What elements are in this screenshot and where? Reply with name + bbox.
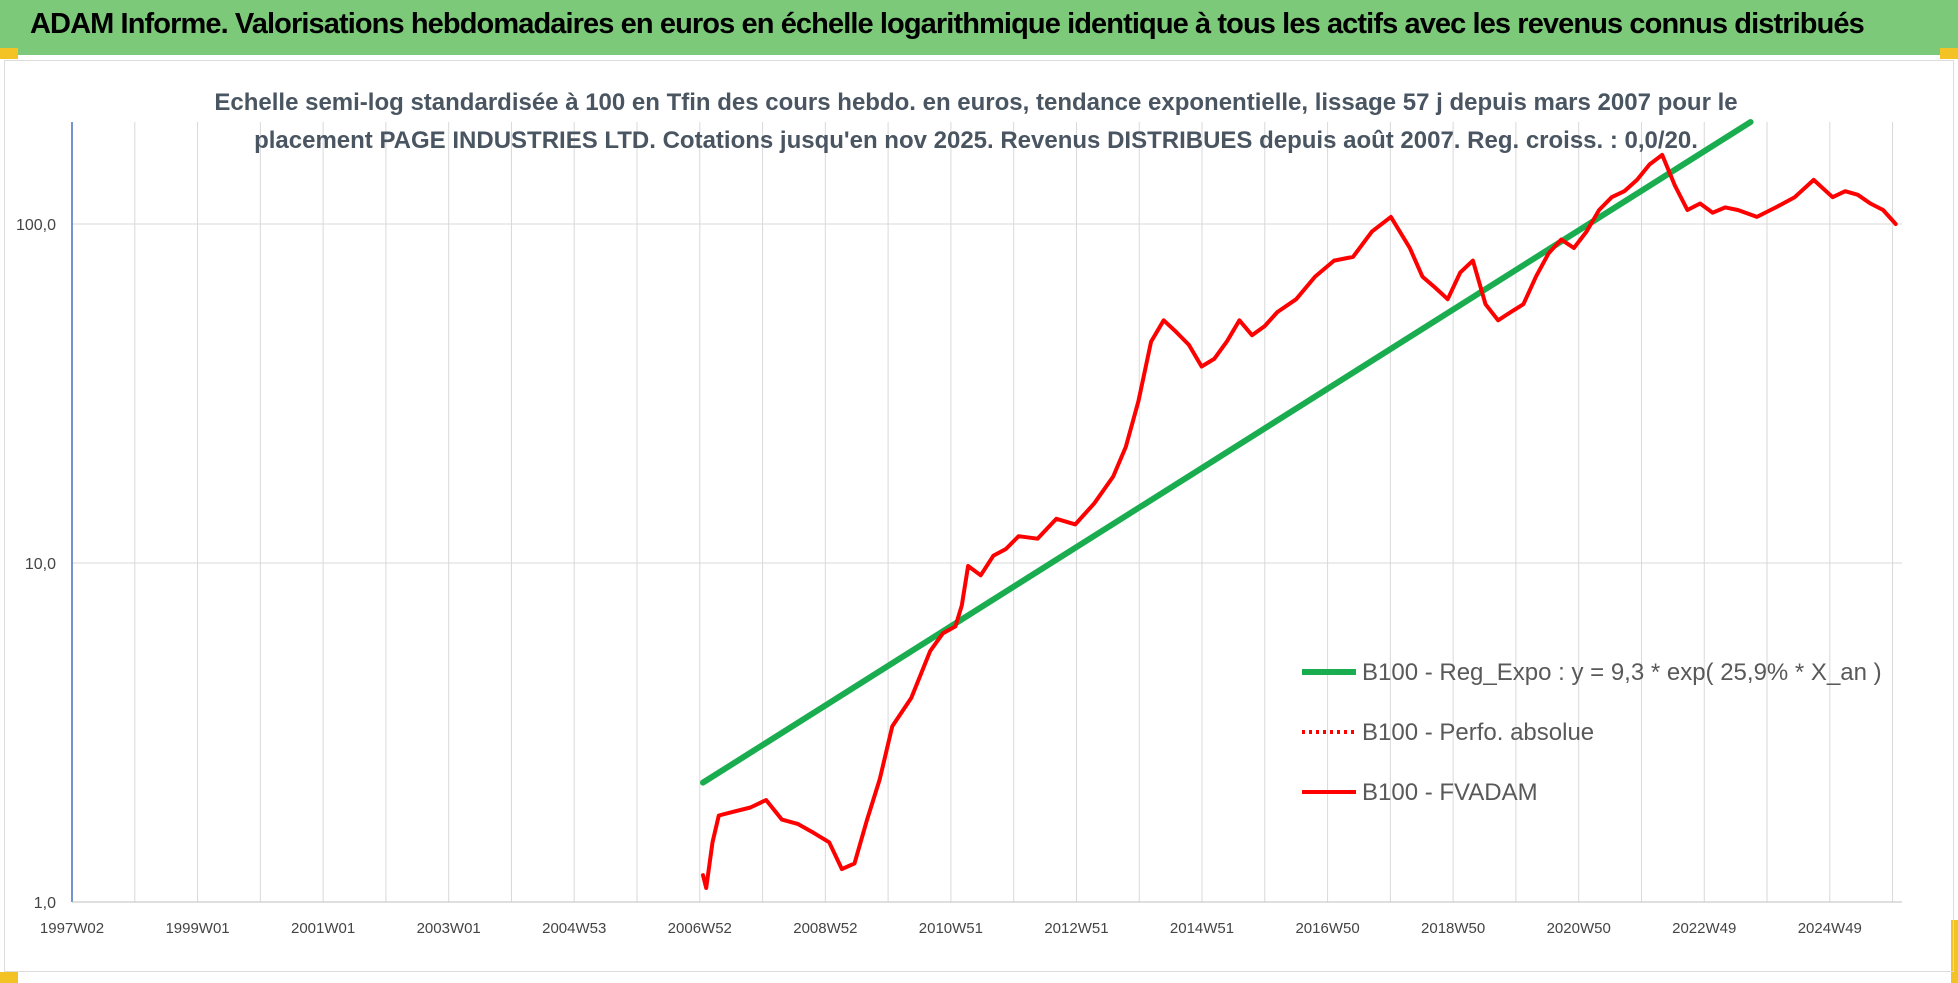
axes — [71, 122, 1902, 903]
x-tick-label: 2008W52 — [793, 920, 857, 937]
x-tick-label: 1999W01 — [165, 920, 229, 937]
x-tick-label: 2004W53 — [542, 920, 606, 937]
legend: B100 - Reg_Expo : y = 9,3 * exp( 25,9% *… — [1302, 659, 1882, 806]
chart-subtitle-line1: Echelle semi-log standardisée à 100 en T… — [214, 89, 1737, 116]
chart-frame — [4, 60, 1954, 972]
x-tick-label: 2014W51 — [1170, 920, 1234, 937]
y-tick-labels: 1,0 10,0 100,0 — [16, 217, 56, 912]
y-tick-label: 10,0 — [25, 556, 56, 573]
x-tick-label: 1997W02 — [40, 920, 104, 937]
y-tick-label: 100,0 — [16, 217, 56, 234]
x-tick-label: 2018W50 — [1421, 920, 1485, 937]
x-tick-label: 2024W49 — [1798, 920, 1862, 937]
legend-label-2: B100 - FVADAM — [1362, 779, 1538, 806]
series-layer — [700, 119, 1898, 890]
legend-label-0: B100 - Reg_Expo : y = 9,3 * exp( 25,9% *… — [1362, 659, 1882, 686]
x-tick-label: 2016W50 — [1295, 920, 1359, 937]
x-tick-label: 2006W52 — [668, 920, 732, 937]
series-line-0 — [700, 119, 1754, 786]
x-tick-label: 2001W01 — [291, 920, 355, 937]
x-tick-label: 2022W49 — [1672, 920, 1736, 937]
window-title: ADAM Informe. Valorisations hebdomadaire… — [30, 8, 1865, 40]
x-tick-label: 2012W51 — [1044, 920, 1108, 937]
series-line-2 — [701, 152, 1898, 890]
chart-subtitle-line2: placement PAGE INDUSTRIES LTD. Cotations… — [254, 127, 1698, 154]
corner-accent-bottom-right — [1951, 920, 1958, 983]
x-tick-label: 2010W51 — [919, 920, 983, 937]
title-banner: ADAM Informe. Valorisations hebdomadaire… — [0, 0, 1958, 55]
corner-accent-top-right — [1940, 48, 1958, 59]
grid-lines — [71, 122, 1902, 903]
x-tick-label: 2020W50 — [1547, 920, 1611, 937]
legend-label-1: B100 - Perfo. absolue — [1362, 719, 1594, 746]
y-tick-label: 1,0 — [34, 895, 56, 912]
corner-accent-top-left — [0, 48, 18, 59]
x-tick-label: 2003W01 — [417, 920, 481, 937]
corner-accent-bottom-left — [0, 972, 18, 983]
x-tick-labels: 1997W02 1999W01 2001W01 2003W01 2004W53 2006W… — [40, 920, 1862, 937]
